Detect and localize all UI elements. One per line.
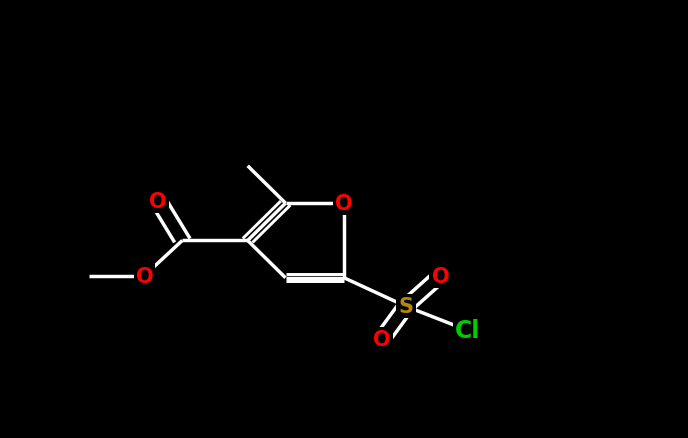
Text: O: O: [149, 191, 167, 212]
Text: Cl: Cl: [455, 319, 480, 343]
Text: O: O: [373, 329, 391, 350]
Text: O: O: [431, 266, 449, 286]
Text: O: O: [335, 194, 353, 214]
Text: S: S: [398, 297, 413, 317]
Text: O: O: [136, 266, 153, 286]
